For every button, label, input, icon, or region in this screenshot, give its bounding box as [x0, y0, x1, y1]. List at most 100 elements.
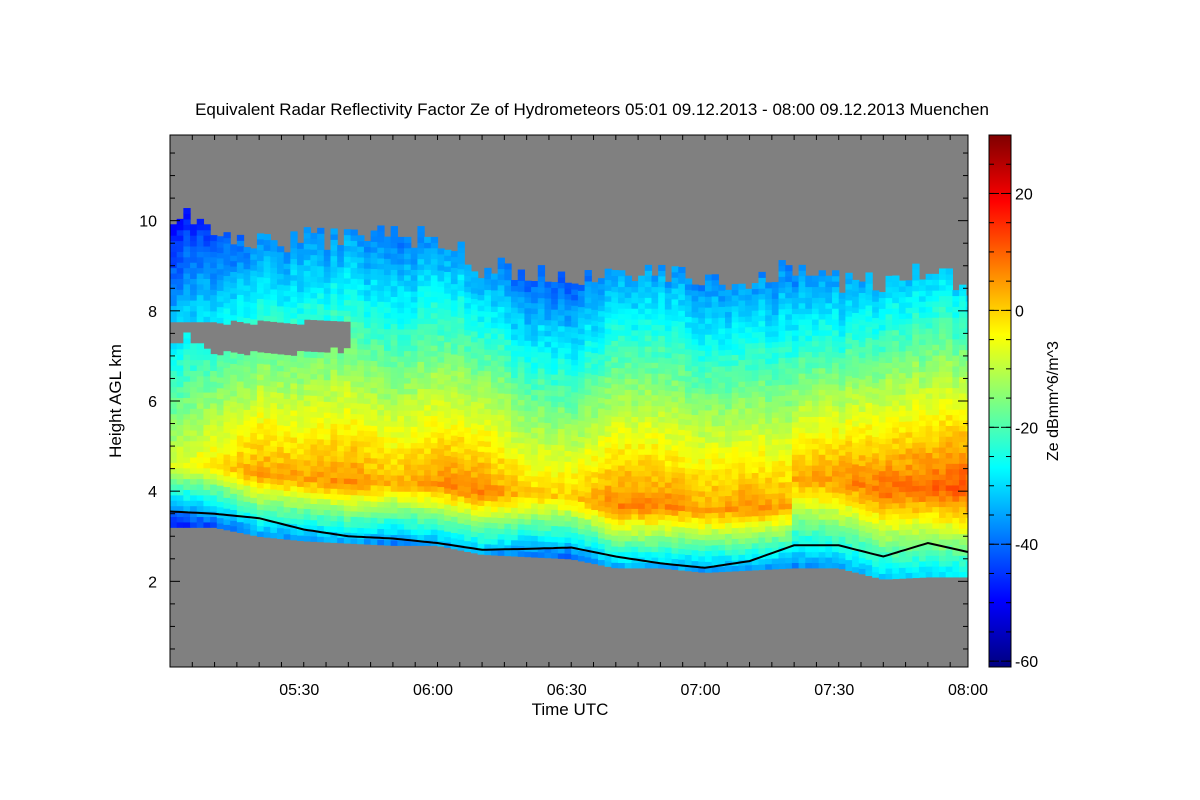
heatmap-cell	[444, 352, 452, 359]
heatmap-cell	[444, 504, 452, 511]
heatmap-cell	[210, 429, 218, 436]
heatmap-cell	[725, 311, 733, 318]
heatmap-cell	[745, 294, 753, 301]
heatmap-cell	[584, 540, 592, 547]
heatmap-cell	[404, 447, 412, 454]
heatmap-cell	[638, 329, 646, 336]
heatmap-cell	[751, 364, 760, 371]
heatmap-cell	[725, 376, 733, 383]
heatmap-cell	[511, 344, 519, 351]
heatmap-cell	[544, 379, 552, 386]
heatmap-cell	[791, 308, 800, 315]
heatmap-cell	[591, 541, 599, 548]
heatmap-cell	[584, 362, 592, 369]
heatmap-cell	[450, 299, 459, 306]
heatmap-cell	[638, 351, 646, 358]
heatmap-cell	[490, 484, 499, 491]
heatmap-cell	[611, 497, 619, 504]
heatmap-cell	[718, 387, 726, 394]
heatmap-cell	[263, 293, 271, 300]
heatmap-cell	[651, 546, 659, 553]
heatmap-cell	[758, 412, 766, 419]
heatmap-cell	[785, 308, 793, 315]
heatmap-cell	[303, 400, 312, 407]
heatmap-cell	[537, 297, 546, 304]
heatmap-cell	[658, 275, 666, 282]
heatmap-cell	[678, 283, 686, 290]
heatmap-cell	[597, 451, 606, 458]
heatmap-cell	[283, 284, 291, 291]
heatmap-cell	[276, 505, 285, 512]
heatmap-cell	[791, 443, 800, 450]
heatmap-cell	[303, 492, 312, 499]
heatmap-cell	[343, 245, 352, 252]
heatmap-cell	[658, 340, 666, 347]
heatmap-cell	[183, 467, 191, 474]
heatmap-cell	[618, 389, 626, 396]
heatmap-cell	[317, 395, 325, 402]
heatmap-cell	[504, 458, 512, 465]
heatmap-cell	[330, 228, 338, 235]
heatmap-cell	[390, 426, 398, 433]
heatmap-cell	[557, 293, 566, 300]
heatmap-cell	[785, 292, 793, 299]
heatmap-cell	[785, 275, 793, 282]
heatmap-cell	[196, 402, 205, 409]
heatmap-cell	[544, 368, 552, 375]
heatmap-cell	[651, 497, 659, 504]
heatmap-cell	[437, 513, 445, 520]
heatmap-cell	[611, 367, 619, 374]
heatmap-cell	[544, 514, 552, 521]
heatmap-cell	[704, 469, 713, 476]
heatmap-cell	[511, 507, 519, 514]
heatmap-cell	[183, 343, 191, 350]
heatmap-cell	[604, 355, 612, 362]
heatmap-cell	[444, 520, 452, 527]
heatmap-cell	[383, 242, 392, 249]
heatmap-cell	[337, 520, 345, 527]
heatmap-cell	[684, 348, 693, 355]
heatmap-cell	[357, 359, 365, 366]
heatmap-cell	[711, 333, 719, 340]
heatmap-cell	[410, 290, 419, 297]
heatmap-cell	[236, 445, 245, 452]
heatmap-cell	[310, 400, 318, 407]
heatmap-cell	[303, 362, 312, 369]
heatmap-cell	[584, 508, 592, 515]
heatmap-cell	[738, 354, 746, 361]
heatmap-cell	[203, 267, 211, 274]
heatmap-cell	[170, 494, 178, 501]
heatmap-cell	[404, 258, 412, 265]
heatmap-cell	[624, 524, 633, 531]
heatmap-cell	[370, 262, 378, 269]
heatmap-cell	[457, 485, 465, 492]
heatmap-cell	[477, 310, 485, 317]
heatmap-cell	[317, 352, 325, 359]
heatmap-cell	[216, 252, 225, 259]
heatmap-cell	[604, 506, 612, 513]
heatmap-cell	[190, 408, 198, 415]
heatmap-cell	[611, 535, 619, 542]
heatmap-cell	[330, 536, 338, 543]
heatmap-cell	[256, 449, 265, 456]
heatmap-cell	[778, 525, 786, 532]
heatmap-cell	[671, 401, 679, 408]
heatmap-cell	[410, 372, 419, 379]
heatmap-cell	[658, 313, 666, 320]
heatmap-cell	[664, 303, 673, 310]
heatmap-cell	[711, 295, 719, 302]
heatmap-cell	[203, 316, 211, 323]
heatmap-cell	[397, 328, 405, 335]
heatmap-cell	[350, 353, 358, 360]
heatmap-cell	[718, 392, 726, 399]
heatmap-cell	[223, 286, 231, 293]
heatmap-cell	[343, 369, 352, 376]
heatmap-cell	[711, 328, 719, 335]
heatmap-cell	[731, 500, 740, 507]
heatmap-cell	[183, 435, 191, 442]
heatmap-cell	[765, 536, 773, 543]
heatmap-cell	[437, 432, 445, 439]
heatmap-cell	[323, 249, 332, 256]
heatmap-cell	[283, 306, 291, 313]
heatmap-cell	[190, 424, 198, 431]
